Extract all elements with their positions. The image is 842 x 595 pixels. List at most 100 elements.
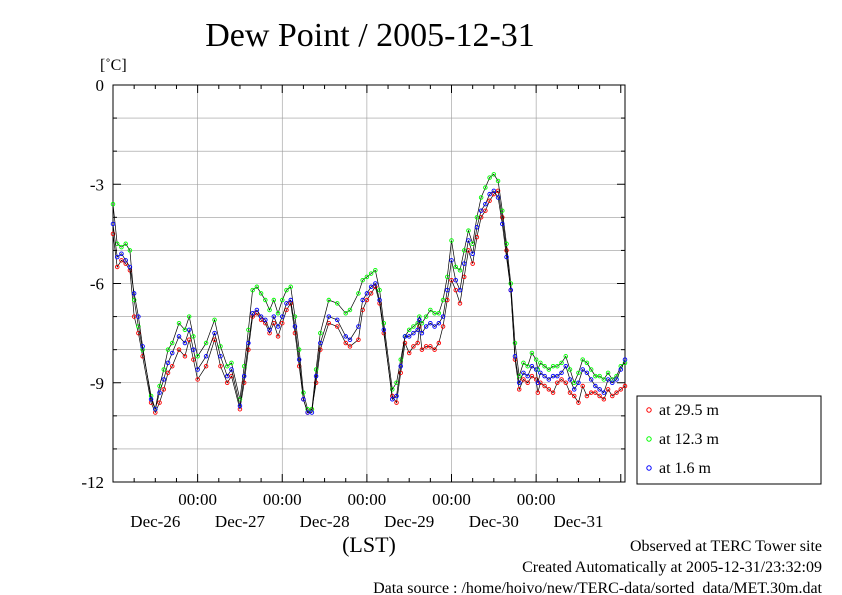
data-point <box>218 363 223 369</box>
data-point <box>326 297 332 303</box>
data-point <box>258 291 264 296</box>
y-tick-label: 0 <box>96 76 105 95</box>
data-point <box>461 261 467 266</box>
data-point <box>474 225 480 230</box>
x-time-label: 00:00 <box>432 490 471 509</box>
data-point <box>343 334 348 339</box>
data-point <box>195 354 200 359</box>
data-point <box>466 238 471 243</box>
data-point <box>258 314 264 319</box>
data-point <box>203 340 209 346</box>
data-point <box>343 311 348 316</box>
data-point <box>622 383 628 389</box>
data-point <box>224 380 230 386</box>
data-point <box>406 334 412 339</box>
data-point <box>148 397 154 402</box>
data-point <box>182 327 188 333</box>
data-point <box>529 373 535 379</box>
data-point <box>123 258 128 263</box>
data-point <box>487 175 492 180</box>
data-point <box>538 380 543 386</box>
data-point <box>529 350 535 356</box>
data-point <box>622 357 628 362</box>
data-point <box>470 251 475 256</box>
data-point <box>428 344 433 349</box>
data-point <box>136 330 141 336</box>
series-1 <box>110 188 628 415</box>
legend-marker <box>646 407 652 413</box>
data-point <box>487 191 492 197</box>
data-point <box>580 367 585 372</box>
data-point <box>119 251 124 256</box>
data-point <box>110 231 116 237</box>
data-point <box>440 324 446 329</box>
data-point <box>504 254 509 260</box>
data-point <box>546 387 552 392</box>
data-point <box>229 367 234 372</box>
data-point <box>415 320 420 326</box>
data-point <box>432 347 437 352</box>
data-point <box>246 340 251 346</box>
y-axis-ticks: 0 -3 -6 -9 -12 <box>81 76 625 492</box>
data-point <box>406 350 412 356</box>
data-point <box>550 390 556 395</box>
data-point <box>453 264 458 270</box>
data-point <box>176 347 182 352</box>
data-point <box>301 390 306 395</box>
data-point <box>364 297 370 303</box>
data-point <box>313 373 319 379</box>
data-point <box>567 377 573 382</box>
data-point <box>546 377 552 382</box>
data-point <box>593 390 598 395</box>
data-point <box>119 258 124 263</box>
data-point <box>402 340 408 346</box>
data-point <box>305 410 310 415</box>
x-day-label: Dec-26 <box>130 512 180 531</box>
data-point <box>368 284 374 290</box>
data-point <box>390 397 395 402</box>
data-point <box>275 334 281 339</box>
data-point <box>500 215 505 220</box>
data-point <box>605 377 611 382</box>
data-point <box>195 367 200 372</box>
data-point <box>381 320 387 326</box>
data-point <box>250 311 255 316</box>
data-point <box>538 360 543 366</box>
data-point <box>356 324 361 329</box>
data-point <box>440 314 446 319</box>
data-point <box>588 377 594 382</box>
data-point <box>550 373 556 379</box>
chart-title: Dew Point / 2005-12-31 <box>205 17 535 54</box>
data-point <box>284 287 289 293</box>
data-point <box>114 254 120 260</box>
data-point <box>377 297 382 303</box>
data-point <box>169 340 175 346</box>
data-point <box>555 363 560 369</box>
data-point <box>512 340 518 346</box>
legend-box <box>636 395 822 485</box>
data-point <box>169 363 175 369</box>
data-point <box>436 311 442 316</box>
data-point <box>241 373 247 379</box>
data-point <box>525 363 530 369</box>
y-tick-label: -12 <box>81 473 104 492</box>
data-point <box>292 324 298 329</box>
data-point <box>533 367 539 372</box>
data-point <box>593 383 598 389</box>
data-point <box>563 380 569 386</box>
series-2 <box>110 172 628 412</box>
data-point <box>271 297 277 303</box>
data-point <box>571 380 577 386</box>
data-point <box>457 268 463 273</box>
data-point <box>614 377 619 382</box>
data-point <box>567 390 573 395</box>
data-point <box>618 367 624 372</box>
data-point <box>161 387 167 392</box>
data-point <box>131 291 137 296</box>
data-point <box>119 244 124 250</box>
x-day-label: Dec-31 <box>553 512 603 531</box>
data-point <box>559 360 564 366</box>
data-point <box>347 337 353 342</box>
data-point <box>360 277 365 283</box>
data-point <box>533 377 539 382</box>
